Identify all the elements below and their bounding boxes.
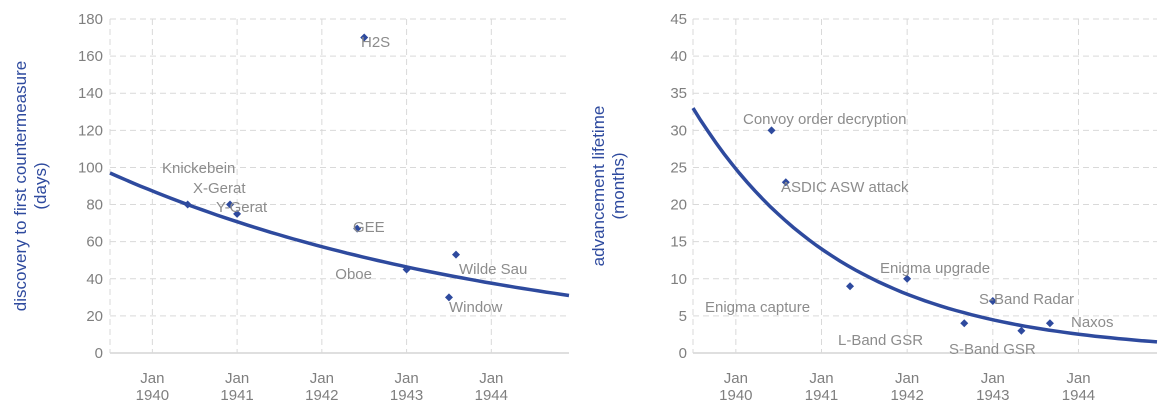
- data-point-label: Knickebein: [162, 160, 235, 177]
- y-axis-title: (months): [609, 152, 628, 219]
- data-point-label: Convoy order decryption: [743, 111, 906, 128]
- data-point-marker: [444, 293, 453, 302]
- data-point-label: Enigma capture: [705, 299, 810, 316]
- data-point-marker: [452, 250, 461, 259]
- x-tick-label: Jan: [724, 370, 748, 387]
- data-point-marker: [846, 282, 855, 291]
- data-point-label: Oboe: [335, 266, 372, 283]
- x-tick-label: Jan: [140, 370, 164, 387]
- data-point-marker: [767, 126, 776, 135]
- y-tick-label: 0: [679, 345, 687, 362]
- data-point-label: L-Band GSR: [838, 332, 923, 349]
- x-tick-label: Jan: [310, 370, 334, 387]
- y-tick-label: 0: [95, 345, 103, 362]
- x-tick-label: 1940: [136, 387, 169, 404]
- data-point-marker: [183, 200, 192, 209]
- y-axis-title: advancement lifetime: [589, 106, 608, 267]
- left-scatter-chart: 020406080100120140160180Jan1940Jan1941Ja…: [11, 11, 570, 404]
- x-tick-label: 1942: [890, 387, 923, 404]
- data-point-marker: [402, 265, 411, 274]
- y-tick-label: 35: [670, 85, 687, 102]
- data-point-marker: [360, 33, 369, 42]
- data-point-marker: [1017, 326, 1026, 335]
- y-tick-label: 30: [670, 122, 687, 139]
- data-point-marker: [233, 209, 242, 218]
- y-tick-label: 40: [670, 48, 687, 65]
- x-tick-label: 1940: [719, 387, 752, 404]
- x-tick-label: 1942: [305, 387, 338, 404]
- y-tick-label: 100: [78, 159, 103, 176]
- data-point-label: Naxos: [1071, 314, 1114, 331]
- x-tick-label: 1943: [390, 387, 423, 404]
- data-point-marker: [781, 178, 790, 187]
- data-point-label: H2S: [361, 34, 390, 51]
- y-tick-label: 20: [670, 197, 687, 214]
- y-tick-label: 120: [78, 122, 103, 139]
- x-tick-label: Jan: [981, 370, 1005, 387]
- x-tick-label: Jan: [895, 370, 919, 387]
- x-tick-label: Jan: [479, 370, 503, 387]
- x-tick-label: 1941: [220, 387, 253, 404]
- y-axis-title: discovery to first countermeasure: [11, 61, 30, 311]
- x-tick-label: 1944: [475, 387, 508, 404]
- data-point-label: Y-Gerat: [216, 199, 268, 216]
- data-point-label: X-Gerat: [193, 180, 246, 197]
- x-tick-label: 1941: [805, 387, 838, 404]
- data-point-label: GEE: [353, 219, 385, 236]
- trendline: [691, 107, 1158, 344]
- x-tick-label: Jan: [225, 370, 249, 387]
- data-point-label: Window: [449, 299, 503, 316]
- y-tick-label: 180: [78, 11, 103, 28]
- data-point-marker: [226, 200, 235, 209]
- y-tick-label: 10: [670, 271, 687, 288]
- y-axis-title: (days): [31, 162, 50, 209]
- x-tick-label: 1944: [1062, 387, 1095, 404]
- y-tick-label: 140: [78, 85, 103, 102]
- data-point-marker: [903, 274, 912, 283]
- x-tick-label: Jan: [1066, 370, 1090, 387]
- data-point-marker: [353, 224, 362, 233]
- y-tick-label: 60: [86, 234, 103, 251]
- data-point-marker: [1045, 319, 1054, 328]
- data-point-label: S-Band Radar: [979, 291, 1074, 308]
- right-scatter-chart: 051015202530354045Jan1940Jan1941Jan1942J…: [589, 11, 1158, 404]
- x-tick-label: 1943: [976, 387, 1009, 404]
- data-point-label: Wilde Sau: [459, 261, 527, 278]
- y-tick-label: 45: [670, 11, 687, 28]
- y-tick-label: 80: [86, 197, 103, 214]
- data-point-label: Enigma upgrade: [880, 260, 990, 277]
- data-point-label: S-Band GSR: [949, 341, 1036, 358]
- x-tick-label: Jan: [394, 370, 418, 387]
- y-tick-label: 160: [78, 48, 103, 65]
- data-point-marker: [960, 319, 969, 328]
- x-tick-label: Jan: [809, 370, 833, 387]
- data-point-marker: [988, 297, 997, 306]
- y-tick-label: 15: [670, 234, 687, 251]
- y-tick-label: 25: [670, 159, 687, 176]
- y-tick-label: 40: [86, 271, 103, 288]
- y-tick-label: 20: [86, 308, 103, 325]
- y-tick-label: 5: [679, 308, 687, 325]
- data-point-label: ASDIC ASW attack: [781, 179, 909, 196]
